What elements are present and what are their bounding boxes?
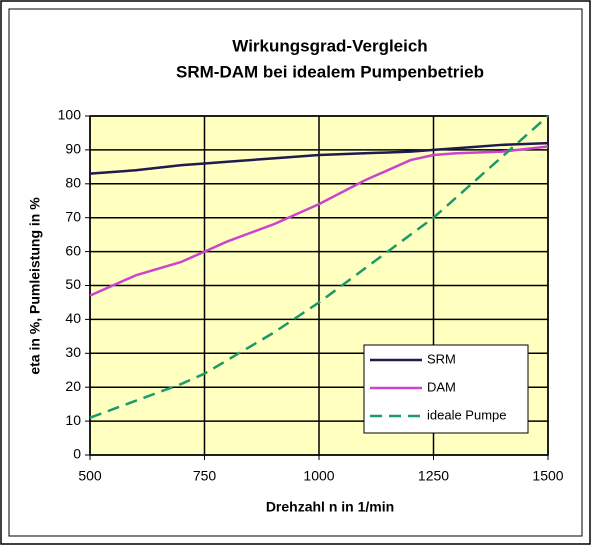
chart-title: Wirkungsgrad-Vergleich xyxy=(232,36,427,55)
x-tick-label: 1500 xyxy=(532,468,563,484)
y-tick-label: 0 xyxy=(73,446,81,462)
legend-label: SRM xyxy=(427,351,456,366)
y-tick-label: 20 xyxy=(65,378,81,394)
y-tick-label: 10 xyxy=(65,412,81,428)
y-tick-label: 40 xyxy=(65,310,81,326)
x-axis-label: Drehzahl n in 1/min xyxy=(266,499,394,515)
plot-area: 0 10 20 30 40 50 60 70 80 90 100 500 750 1000 1250 1500… xyxy=(58,107,564,484)
y-tick-label: 70 xyxy=(65,208,81,224)
legend-label: DAM xyxy=(427,379,456,394)
legend-label: ideale Pumpe xyxy=(427,407,507,422)
x-tick-label: 1000 xyxy=(303,468,334,484)
x-tick-label: 1250 xyxy=(418,468,449,484)
y-tick-label: 50 xyxy=(65,276,81,292)
y-tick-label: 100 xyxy=(58,107,82,123)
series-line xyxy=(89,115,549,419)
y-tick-label: 30 xyxy=(65,344,81,360)
chart-subtitle: SRM-DAM bei idealem Pumpenbetrieb xyxy=(176,62,484,81)
y-axis-label: eta in %, Pumleistung in % xyxy=(27,197,43,375)
series-line xyxy=(89,145,549,297)
series-line xyxy=(89,141,549,175)
x-tick-label: 750 xyxy=(193,468,217,484)
y-tick-label: 60 xyxy=(65,242,81,258)
y-tick-label: 90 xyxy=(65,141,81,157)
y-tick-label: 80 xyxy=(65,175,81,191)
x-tick-label: 500 xyxy=(78,468,102,484)
